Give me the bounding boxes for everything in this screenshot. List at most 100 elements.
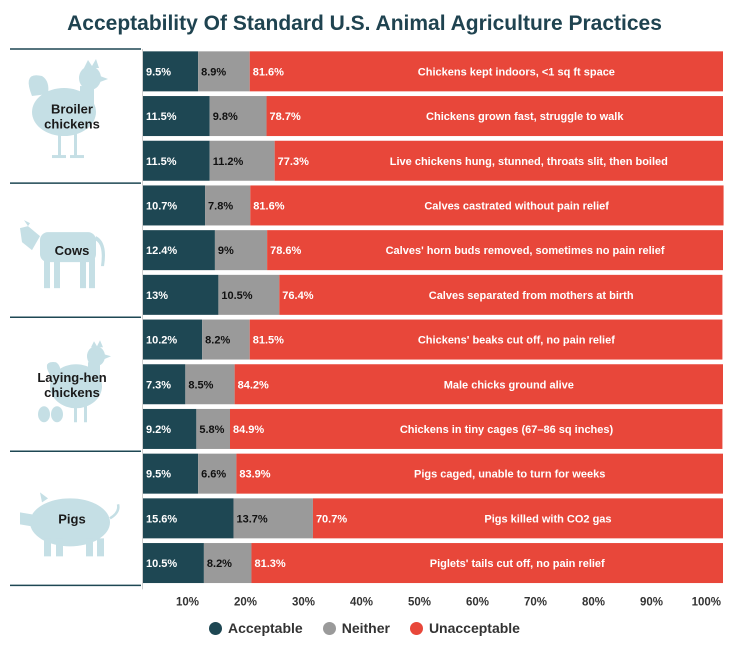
bar-acceptable: [143, 408, 197, 449]
data-label-acceptable: 15.6%: [146, 513, 177, 525]
rooster-comb: [84, 59, 99, 69]
x-tick-label: 20%: [234, 596, 257, 608]
practice-label: Chickens' beaks cut off, no pain relief: [418, 335, 615, 347]
practice-label: Pigs killed with CO2 gas: [484, 513, 611, 525]
bar-neither: [214, 230, 268, 271]
data-label-unacceptable: 70.7%: [316, 513, 347, 525]
data-label-neither: 8.2%: [207, 558, 232, 570]
bar-acceptable: [143, 274, 219, 315]
pig-leg: [44, 538, 51, 557]
bar-acceptable: [143, 230, 215, 271]
bar-unacceptable: [266, 96, 723, 137]
hen-beak: [104, 354, 111, 360]
legend-item-acceptable: Acceptable: [209, 620, 303, 636]
rooster-icon: [28, 59, 108, 159]
group-label: chickens: [44, 117, 100, 132]
x-tick-label: 70%: [524, 596, 547, 608]
pig-body: [30, 498, 110, 547]
bar-neither: [203, 543, 252, 584]
group-label: Pigs: [58, 511, 85, 526]
bar-acceptable: [143, 364, 186, 405]
practice-label: Chickens kept indoors, <1 sq ft space: [418, 66, 615, 78]
bar-acceptable: [143, 543, 204, 584]
data-label-neither: 6.6%: [201, 469, 226, 481]
cow-leg: [80, 258, 86, 289]
data-label-neither: 9%: [218, 245, 234, 257]
bar-unacceptable: [251, 543, 723, 584]
x-tick-label: 30%: [292, 596, 315, 608]
bar-acceptable: [143, 140, 210, 181]
bar-unacceptable: [249, 51, 723, 92]
hen-icon: [38, 340, 111, 423]
practice-label: Live chickens hung, stunned, throats sli…: [390, 156, 668, 168]
hen-tail: [46, 362, 61, 379]
bar-neither: [218, 274, 280, 315]
data-label-acceptable: 10.2%: [146, 335, 177, 347]
practice-label: Piglets' tails cut off, no pain relief: [430, 558, 605, 570]
chart-title: Acceptability Of Standard U.S. Animal Ag…: [67, 12, 662, 35]
data-label-acceptable: 9.5%: [146, 66, 171, 78]
practice-label: Pigs caged, unable to turn for weeks: [414, 469, 605, 481]
data-label-neither: 8.9%: [201, 66, 226, 78]
bar-unacceptable: [249, 319, 723, 360]
data-label-unacceptable: 81.3%: [254, 558, 285, 570]
legend-label-neither: Neither: [341, 620, 390, 636]
practice-label: Male chicks ground alive: [444, 379, 574, 391]
bars-layer: 9.5% 8.9% 81.6% Chickens kept indoors, <1 s…: [143, 51, 724, 584]
cow-horn: [24, 220, 30, 227]
legend-item-unacceptable: Unacceptable: [409, 620, 520, 636]
data-label-acceptable: 10.5%: [146, 558, 177, 570]
bar-unacceptable: [274, 140, 723, 181]
pig-leg: [56, 538, 63, 557]
data-label-neither: 5.8%: [199, 424, 224, 436]
rooster-leg: [58, 134, 61, 157]
x-axis: 10% 20% 30% 40% 50% 60% 70% 80% 90% 100%: [142, 49, 721, 608]
bar-acceptable: [143, 498, 234, 539]
bar-neither: [185, 364, 235, 405]
bar-unacceptable: [279, 274, 723, 315]
legend-label-unacceptable: Unacceptable: [428, 620, 520, 636]
egg-icon: [38, 406, 50, 423]
x-tick-label: 90%: [640, 596, 663, 608]
data-label-neither: 10.5%: [221, 290, 252, 302]
bar-unacceptable: [250, 185, 724, 226]
bar-neither: [196, 408, 230, 449]
hen-leg: [74, 404, 77, 423]
legend-swatch-unacceptable: [409, 621, 423, 635]
hen-neck: [88, 362, 100, 379]
bar-unacceptable: [312, 498, 723, 539]
practice-label: Calves separated from mothers at birth: [429, 290, 634, 302]
bar-neither: [209, 140, 275, 181]
rooster-tail: [28, 75, 49, 97]
x-tick-label: 80%: [582, 596, 605, 608]
data-label-unacceptable: 81.6%: [253, 66, 284, 78]
stacked-bar-chart: BroilerchickensCowsLaying-henchickensPig…: [10, 48, 724, 608]
bar-acceptable: [143, 453, 199, 494]
data-label-neither: 9.8%: [213, 111, 238, 123]
pig-tail: [109, 504, 120, 520]
data-label-acceptable: 12.4%: [146, 245, 177, 257]
x-tick-label: 100%: [692, 596, 721, 608]
group-layer: BroilerchickensCowsLaying-henchickensPig…: [10, 48, 141, 587]
practice-label: Calves castrated without pain relief: [424, 200, 609, 212]
pig-snout: [20, 512, 32, 527]
data-label-acceptable: 13%: [146, 290, 168, 302]
bar-neither: [198, 51, 250, 92]
bar-unacceptable: [230, 408, 723, 449]
pig-ear: [40, 492, 48, 503]
legend: Acceptable Neither Unacceptable: [0, 620, 729, 636]
data-label-acceptable: 7.3%: [146, 379, 171, 391]
group-label: Cows: [55, 243, 90, 258]
icons-layer: [20, 59, 120, 557]
data-label-unacceptable: 78.6%: [270, 245, 301, 257]
data-label-acceptable: 11.5%: [146, 111, 177, 123]
cow-icon: [20, 220, 105, 289]
cow-tail: [95, 236, 105, 267]
cow-body: [40, 232, 96, 263]
data-label-neither: 13.7%: [236, 513, 267, 525]
data-label-neither: 7.8%: [208, 200, 233, 212]
legend-swatch-acceptable: [209, 621, 222, 635]
data-label-acceptable: 9.2%: [146, 424, 171, 436]
x-tick-label: 50%: [408, 596, 431, 608]
data-label-unacceptable: 84.2%: [238, 379, 269, 391]
